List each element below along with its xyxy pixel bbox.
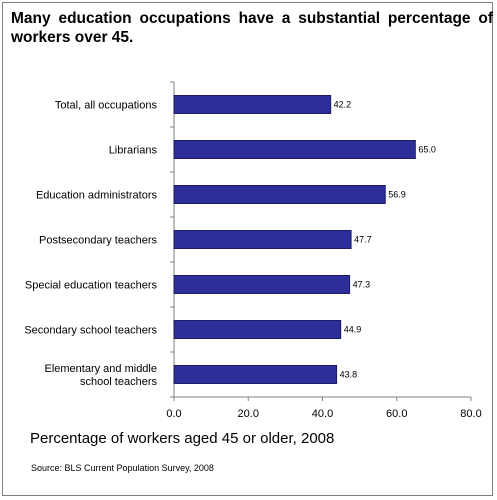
category-label: Special education teachers — [25, 280, 158, 292]
data-label: 44.9 — [344, 325, 362, 335]
category-label: Total, all occupations — [55, 100, 158, 112]
x-axis-title: Percentage of workers aged 45 or older, … — [30, 430, 334, 447]
chart-title: Many education occupations have a substa… — [11, 10, 493, 46]
category-label: Secondary school teachers — [24, 325, 157, 337]
x-tick-label: 80.0 — [460, 408, 481, 420]
source-note: Source: BLS Current Population Survey, 2… — [31, 463, 214, 473]
x-tick-label: 60.0 — [386, 408, 407, 420]
bar — [173, 95, 332, 114]
data-label: 47.3 — [353, 280, 371, 290]
data-label: 56.9 — [388, 190, 406, 200]
bar — [173, 275, 351, 294]
category-label: Education administrators — [36, 190, 158, 202]
data-label: 47.7 — [354, 235, 372, 245]
chart-frame: Many education occupations have a substa… — [2, 2, 493, 496]
category-label: Elementary and middle — [44, 363, 157, 375]
data-label: 42.2 — [334, 100, 352, 110]
bar — [173, 365, 338, 384]
x-tick-label: 40.0 — [312, 408, 333, 420]
bar — [173, 320, 342, 339]
bar — [173, 230, 352, 249]
bar — [173, 140, 416, 159]
x-tick-label: 20.0 — [238, 408, 259, 420]
bar — [173, 185, 386, 204]
data-label: 65.0 — [418, 145, 436, 155]
data-label: 43.8 — [340, 370, 358, 380]
category-label: Postsecondary teachers — [39, 235, 158, 247]
category-label: school teachers — [80, 376, 158, 388]
category-label: Librarians — [109, 145, 158, 157]
x-tick-label: 0.0 — [166, 408, 181, 420]
